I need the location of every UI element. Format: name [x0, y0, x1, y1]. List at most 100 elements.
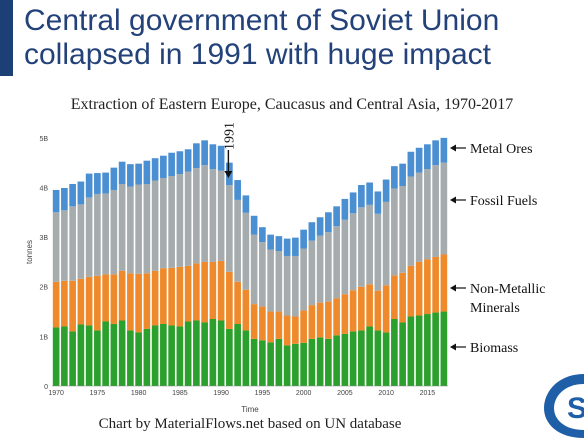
bar-segment	[275, 338, 283, 386]
x-tick-label: 1985	[172, 390, 188, 397]
bar-segment	[424, 169, 431, 260]
bar-segment	[135, 184, 142, 274]
bar-segment	[325, 338, 332, 386]
bar-segment	[176, 174, 184, 267]
bar-segment	[292, 237, 299, 256]
legend-arrow-head	[450, 343, 456, 351]
svg-text:S: S	[567, 392, 584, 425]
bar-segment	[424, 259, 431, 315]
bar-segment	[415, 147, 423, 173]
accent-side-bar	[0, 0, 13, 76]
bar-segment	[61, 280, 68, 327]
bar-segment	[382, 201, 390, 286]
bar-segment	[102, 321, 109, 386]
bar-segment	[432, 165, 439, 257]
y-tick-label: 4B	[39, 185, 48, 192]
bar-segment	[61, 210, 68, 281]
bar-segment	[432, 312, 439, 386]
bar-segment	[374, 290, 382, 331]
bar-segment	[382, 285, 390, 333]
bar-segment	[275, 251, 283, 312]
bar-segment	[102, 172, 109, 194]
bar-segment	[234, 199, 241, 282]
bar-segment	[316, 302, 324, 338]
bar-segment	[127, 330, 134, 386]
bar-segment	[201, 165, 208, 262]
bar-segment	[69, 331, 76, 386]
bar-segment	[85, 276, 93, 326]
bar-segment	[94, 275, 101, 331]
bar-segment	[250, 215, 258, 235]
bar-segment	[341, 294, 349, 334]
bar-segment	[283, 315, 291, 346]
bar-segment	[176, 266, 184, 327]
bar-segment	[374, 191, 382, 214]
bar-segment	[407, 176, 415, 266]
bar-segment	[308, 338, 316, 386]
bar-segment	[440, 137, 448, 163]
x-tick-label: 2015	[420, 390, 436, 397]
bar-segment	[209, 144, 217, 170]
bar-segment	[160, 268, 167, 324]
bar-segment	[300, 342, 307, 386]
bar-segment	[341, 219, 349, 295]
bar-segment	[176, 326, 184, 386]
bar-segment	[143, 184, 151, 274]
bar-segment	[94, 330, 101, 386]
x-tick-label: 1995	[255, 390, 271, 397]
bar-segment	[424, 144, 431, 170]
bar-segment	[399, 163, 406, 186]
bar-segment	[341, 333, 349, 386]
bar-segment	[234, 323, 241, 386]
bar-segment	[382, 332, 390, 386]
bar-segment	[275, 236, 283, 252]
bar-segment	[217, 260, 225, 321]
bar-segment	[300, 248, 307, 311]
bar-segment	[184, 171, 192, 266]
bar-segment	[193, 143, 200, 169]
bar-segment	[234, 281, 241, 324]
bar-segment	[283, 255, 291, 316]
bar-segment	[201, 322, 208, 386]
bar-segment	[217, 145, 225, 171]
bar-segment	[308, 305, 316, 339]
bar-segment	[358, 330, 365, 386]
bar-segment	[440, 254, 448, 312]
bar-segment	[267, 311, 274, 343]
x-tick-label: 2005	[337, 390, 353, 397]
bar-segment	[61, 326, 68, 386]
bar-segment	[358, 207, 365, 287]
y-tick-label: 3B	[39, 235, 48, 242]
bar-segment	[432, 256, 439, 313]
bar-segment	[184, 149, 192, 172]
bar-segment	[77, 204, 85, 279]
bar-segment	[325, 212, 332, 233]
bar-segment	[52, 212, 60, 282]
bar-segment	[358, 286, 365, 331]
bar-segment	[391, 188, 398, 276]
bar-segment	[193, 263, 200, 321]
bar-segment	[201, 140, 208, 166]
bar-segment	[151, 325, 159, 386]
bar-segment	[259, 242, 266, 307]
bar-segment	[52, 189, 60, 213]
bar-segment	[193, 320, 200, 386]
bar-segment	[168, 176, 175, 268]
bar-segment	[143, 160, 151, 185]
x-axis-label: Time	[241, 405, 259, 414]
bar-segment	[407, 316, 415, 386]
bar-segment	[308, 240, 316, 306]
bar-segment	[85, 173, 93, 198]
bar-segment	[85, 197, 93, 277]
bar-segment	[292, 255, 299, 317]
bar-segment	[102, 274, 109, 322]
bar-segment	[300, 229, 307, 249]
bar-segment	[77, 278, 85, 325]
bar-segment	[143, 328, 151, 386]
page-title-line-2: collapsed in 1991 with huge impact	[24, 38, 491, 71]
bar-segment	[242, 212, 250, 290]
bar-segment	[308, 222, 316, 241]
bar-segment	[69, 184, 76, 207]
bar-segment	[415, 261, 423, 316]
bar-segment	[292, 316, 299, 344]
